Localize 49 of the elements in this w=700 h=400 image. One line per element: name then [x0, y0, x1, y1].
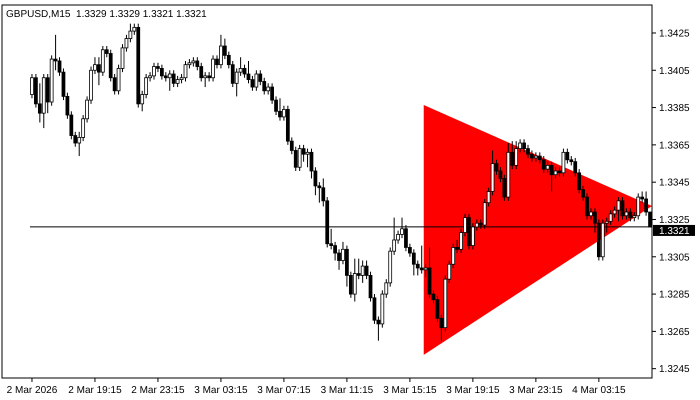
candlestick	[360, 260, 365, 284]
candlestick	[278, 98, 282, 122]
candlestick	[160, 64, 164, 80]
candlestick	[306, 148, 310, 168]
y-tick-label: 1.3405	[659, 66, 690, 77]
candlestick	[298, 144, 302, 172]
candlestick	[628, 208, 632, 222]
candlestick	[554, 166, 558, 179]
y-tick-label: 1.3385	[659, 103, 690, 114]
y-tick-label: 1.3305	[659, 252, 690, 264]
x-tick-label: 3 Mar 23:15	[509, 385, 563, 396]
candlestick	[184, 60, 188, 82]
candlestick	[168, 70, 172, 92]
y-tick-label: 1.3285	[659, 290, 690, 301]
candlestick	[562, 148, 566, 178]
y-tick-label: 1.3345	[659, 178, 690, 189]
candlestick	[219, 34, 223, 69]
candlestick	[514, 140, 518, 170]
y-tick-label: 1.3245	[659, 364, 690, 376]
candlestick	[420, 245, 424, 274]
candlestick	[172, 70, 176, 88]
candlestick	[534, 152, 538, 162]
ref-line-label: 1.3321	[659, 226, 690, 237]
candlestick	[152, 62, 156, 80]
y-tick-label: 1.3325	[659, 214, 690, 226]
chart-title: GBPUSD,M15 1.3329 1.3329 1.3321 1.3321	[6, 9, 208, 20]
x-tick-label: 4 Mar 03:15	[572, 385, 626, 396]
candlestick	[352, 258, 357, 302]
candlestick	[176, 75, 180, 88]
candlestick	[542, 156, 546, 174]
x-tick-label: 3 Mar 03:15	[194, 385, 248, 396]
x-tick-label: 2 Mar 2026	[6, 385, 58, 396]
x-tick-label: 3 Mar 07:15	[257, 385, 312, 396]
x-tick-label: 2 Mar 23:15	[131, 385, 186, 396]
y-tick-label: 1.3365	[659, 140, 690, 152]
x-tick-label: 2 Mar 19:15	[68, 385, 122, 396]
candlestick	[191, 56, 196, 68]
candlestick	[620, 196, 624, 220]
y-tick-label: 1.3265	[659, 326, 690, 338]
x-tick-label: 3 Mar 15:15	[383, 385, 438, 396]
x-tick-label: 3 Mar 11:15	[320, 385, 374, 396]
x-tick-label: 3 Mar 19:15	[446, 385, 500, 396]
y-tick-label: 1.3425	[659, 28, 690, 40]
candlestick	[254, 70, 258, 92]
candlestick	[211, 54, 215, 82]
candlestick	[636, 192, 640, 220]
candlestick	[550, 161, 554, 192]
candlestick	[616, 196, 620, 222]
candlestick	[546, 161, 550, 174]
